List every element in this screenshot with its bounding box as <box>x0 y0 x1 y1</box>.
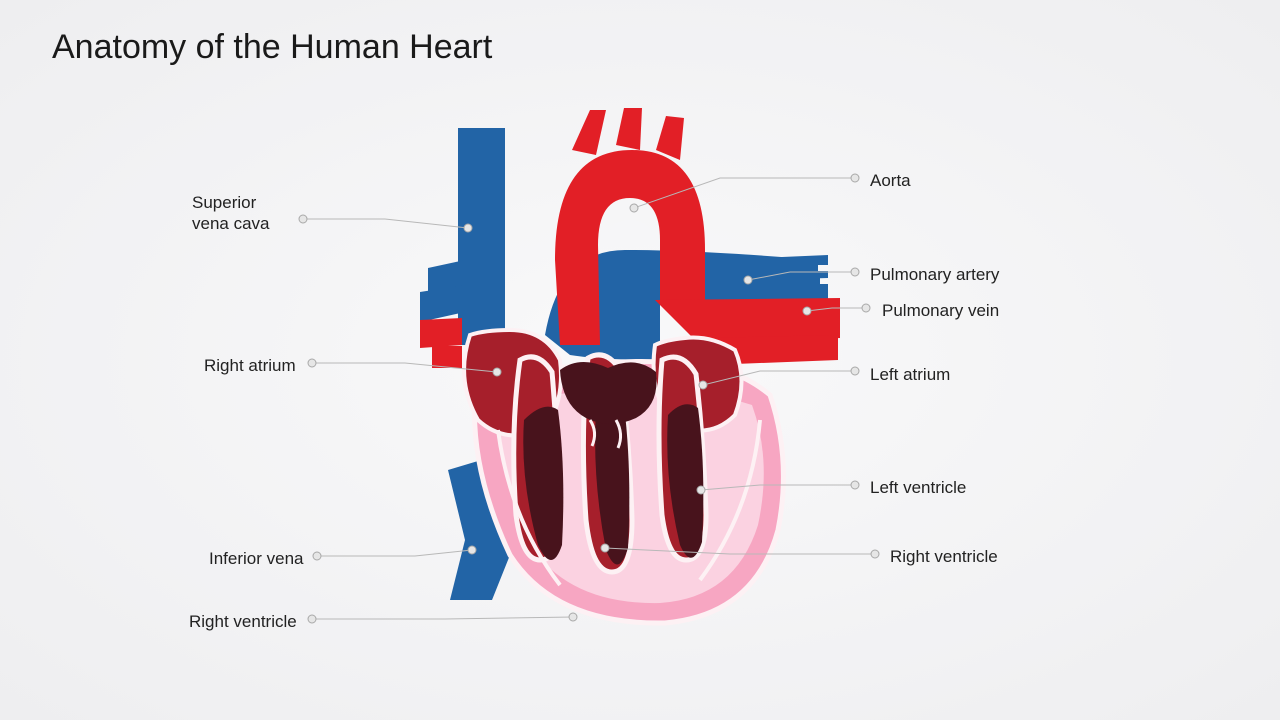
heart-illustration <box>420 108 840 623</box>
label-superior-vena-cava: Superior vena cava <box>192 192 270 235</box>
label-right-atrium: Right atrium <box>204 355 296 376</box>
label-inferior-vena: Inferior vena <box>209 548 304 569</box>
label-right-ventricle-side: Right ventricle <box>890 546 998 567</box>
label-aorta: Aorta <box>870 170 911 191</box>
label-left-atrium: Left atrium <box>870 364 950 385</box>
superior-vena-cava-shape <box>458 128 505 345</box>
label-pulmonary-artery: Pulmonary artery <box>870 264 999 285</box>
label-pulmonary-vein: Pulmonary vein <box>882 300 999 321</box>
label-left-ventricle: Left ventricle <box>870 477 966 498</box>
label-right-ventricle-bottom: Right ventricle <box>189 611 297 632</box>
